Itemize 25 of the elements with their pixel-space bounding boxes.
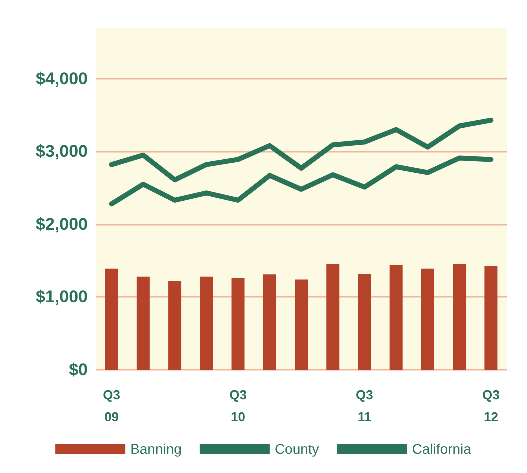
legend-label: California <box>412 441 472 457</box>
bar <box>453 264 466 370</box>
bar <box>168 281 182 370</box>
bar <box>358 274 372 370</box>
y-tick-label: $4,000 <box>36 69 88 88</box>
bar <box>326 264 340 370</box>
bar <box>136 276 150 370</box>
x-tick-label: Q3 09 <box>103 388 120 424</box>
bar <box>390 265 403 370</box>
x-tick-label: Q3 12 <box>482 388 500 424</box>
legend-label: Banning <box>130 441 182 457</box>
bar <box>200 276 214 370</box>
bar <box>263 274 276 370</box>
x-tick-label: Q3 10 <box>230 388 247 424</box>
legend-label: County <box>274 441 320 457</box>
bar <box>484 266 498 370</box>
y-tick-label: $1,000 <box>36 288 88 307</box>
x-tick-label: Q3 11 <box>356 388 374 424</box>
bar <box>295 280 308 370</box>
y-tick-label: $2,000 <box>36 214 88 234</box>
y-tick-label: $0 <box>69 360 88 380</box>
bar <box>232 278 245 370</box>
bar <box>421 268 434 370</box>
bar <box>105 268 118 370</box>
y-tick-label: $3,000 <box>36 142 88 162</box>
